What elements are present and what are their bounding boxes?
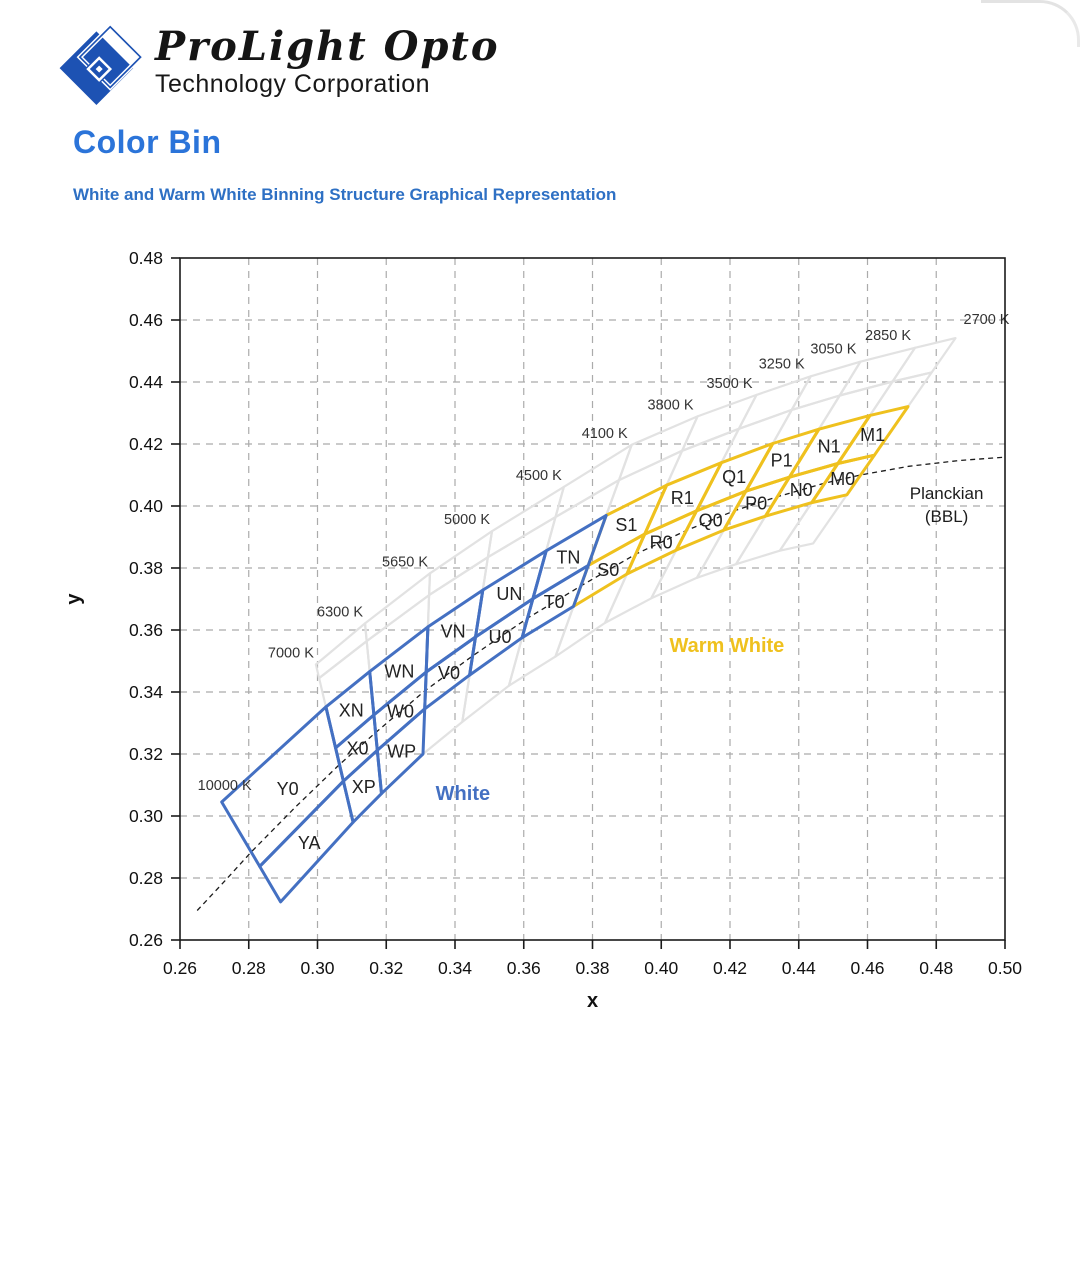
bin-label-S1: S1 bbox=[615, 515, 637, 535]
y-tick-label: 0.34 bbox=[129, 682, 163, 702]
cct-label-2700K: 2700 K bbox=[964, 312, 1010, 328]
x-tick-label: 0.34 bbox=[438, 958, 472, 978]
y-tick-label: 0.36 bbox=[129, 620, 163, 640]
company-logo: ProLight Opto Technology Corporation bbox=[55, 20, 500, 108]
bin-label-R1: R1 bbox=[671, 488, 694, 508]
binning-chart: YA Y0 XP X0 XN WP W0 WN V0 VN U0 UN T0 TN S0 S1 R0 R1 Q0 Q1… bbox=[0, 230, 1080, 1030]
bin-TN bbox=[531, 513, 608, 601]
y-axis-title: y bbox=[63, 593, 85, 605]
logo-small-diamond bbox=[84, 54, 114, 84]
cct-label-5650K: 5650 K bbox=[382, 554, 428, 570]
page-corner-curve bbox=[981, 0, 1080, 47]
bin-label-Q1: Q1 bbox=[722, 467, 746, 487]
x-tick-label: 0.32 bbox=[369, 958, 403, 978]
bin-label-U0: U0 bbox=[488, 627, 511, 647]
y-tick-label: 0.40 bbox=[129, 496, 163, 516]
bin-label-VN: VN bbox=[441, 622, 466, 642]
logo-center-square bbox=[89, 59, 109, 79]
gray-cell bbox=[314, 622, 368, 680]
gray-cell bbox=[507, 605, 575, 687]
x-axis-title: x bbox=[587, 990, 598, 1012]
bin-label-T0: T0 bbox=[544, 592, 565, 612]
y-tick-label: 0.46 bbox=[129, 310, 163, 330]
gray-cell bbox=[891, 336, 957, 383]
cct-label-4100K: 4100 K bbox=[582, 426, 628, 442]
planckian-label-line1: Planckian bbox=[910, 484, 984, 503]
cct-label-7000K: 7000 K bbox=[268, 646, 314, 662]
y-tick-label: 0.26 bbox=[129, 930, 163, 950]
region-label-warm-white: Warm White bbox=[669, 635, 784, 657]
x-tick-label: 0.30 bbox=[300, 958, 334, 978]
bin-label-XP: XP bbox=[352, 777, 376, 797]
bin-label-N1: N1 bbox=[818, 436, 841, 456]
bin-label-N0: N0 bbox=[790, 480, 813, 500]
cct-labels: 10000 K 7000 K 6300 K 5650 K 5000 K 4500 K 410… bbox=[198, 312, 1010, 794]
x-tick-label: 0.28 bbox=[232, 958, 266, 978]
x-tick-label: 0.36 bbox=[507, 958, 541, 978]
chart-subtitle: White and Warm White Binning Structure G… bbox=[73, 185, 617, 204]
x-tick-label: 0.44 bbox=[782, 958, 816, 978]
y-tick-label: 0.30 bbox=[129, 806, 163, 826]
bin-label-R0: R0 bbox=[650, 532, 673, 552]
gray-cell bbox=[554, 572, 629, 658]
cct-label-10000K: 10000 K bbox=[198, 778, 252, 794]
bin-label-S0: S0 bbox=[597, 560, 619, 580]
x-tick-label: 0.50 bbox=[988, 958, 1022, 978]
y-tick-label: 0.38 bbox=[129, 558, 163, 578]
y-tick-label: 0.42 bbox=[129, 434, 163, 454]
x-tick-label: 0.26 bbox=[163, 958, 197, 978]
cct-label-3250K: 3250 K bbox=[759, 356, 805, 372]
bin-label-V0: V0 bbox=[438, 663, 460, 683]
y-tick-label: 0.28 bbox=[129, 868, 163, 888]
bin-label-P1: P1 bbox=[771, 450, 793, 470]
bin-label-W0: W0 bbox=[387, 702, 414, 722]
gridlines bbox=[180, 258, 1005, 940]
white-bins bbox=[220, 513, 608, 904]
page-title: Color Bin bbox=[73, 124, 222, 160]
bin-label-WN: WN bbox=[384, 661, 414, 681]
x-tick-label: 0.48 bbox=[919, 958, 953, 978]
cct-label-3800K: 3800 K bbox=[648, 397, 694, 413]
bin-label-P0: P0 bbox=[745, 494, 767, 514]
bin-M1 bbox=[836, 405, 910, 465]
region-label-white: White bbox=[436, 783, 490, 805]
axis-ticks: 0.26 0.28 0.30 0.32 0.34 0.36 0.38 0.40 0.42 0.44… bbox=[129, 248, 1022, 978]
bin-label-UN: UN bbox=[496, 584, 522, 604]
cct-label-5000K: 5000 K bbox=[444, 512, 490, 528]
bin-label-Y0: Y0 bbox=[277, 779, 299, 799]
bin-label-X0: X0 bbox=[346, 739, 368, 759]
x-tick-label: 0.40 bbox=[644, 958, 678, 978]
y-tick-label: 0.44 bbox=[129, 372, 163, 392]
cct-label-4500K: 4500 K bbox=[516, 468, 562, 484]
gray-bin-grid bbox=[314, 336, 957, 756]
gray-cell bbox=[554, 443, 633, 519]
bin-label-M1: M1 bbox=[860, 425, 885, 445]
bin-label-M0: M0 bbox=[830, 469, 855, 489]
bin-label-YA: YA bbox=[298, 833, 321, 853]
bin-label-WP: WP bbox=[387, 742, 416, 762]
bin-label-Q0: Q0 bbox=[699, 511, 723, 531]
logo-company-subtitle: Technology Corporation bbox=[155, 70, 431, 98]
cct-label-6300K: 6300 K bbox=[317, 604, 363, 620]
gray-cell bbox=[461, 636, 524, 723]
cct-label-3500K: 3500 K bbox=[707, 376, 753, 392]
x-tick-label: 0.46 bbox=[850, 958, 884, 978]
y-tick-label: 0.32 bbox=[129, 744, 163, 764]
prolight-diamond-logo-icon bbox=[59, 23, 144, 105]
bin-label-TN: TN bbox=[556, 548, 580, 568]
x-tick-label: 0.38 bbox=[575, 958, 609, 978]
logo-text: ProLight Opto Technology Corporation bbox=[155, 20, 500, 99]
gray-cell bbox=[817, 380, 894, 431]
cct-label-3050K: 3050 K bbox=[810, 342, 856, 358]
planckian-label-line2: (BBL) bbox=[925, 507, 968, 526]
cct-label-2850K: 2850 K bbox=[865, 328, 911, 344]
y-tick-label: 0.48 bbox=[129, 248, 163, 268]
logo-company-name: ProLight Opto bbox=[155, 23, 500, 70]
x-tick-label: 0.42 bbox=[713, 958, 747, 978]
gray-cell bbox=[318, 640, 371, 708]
bin-label-XN: XN bbox=[339, 700, 364, 720]
